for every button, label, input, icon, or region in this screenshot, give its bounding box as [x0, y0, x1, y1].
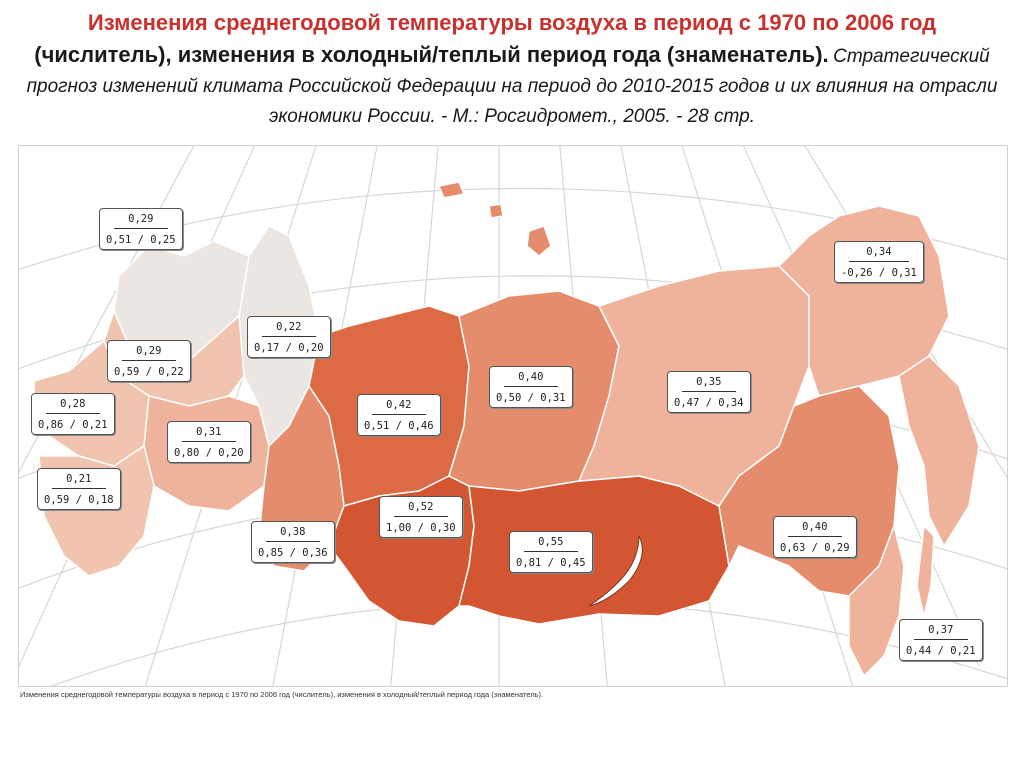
label-denominator: 0,51 / 0,25: [106, 234, 176, 246]
label-numerator: 0,52: [394, 501, 448, 517]
label-volga-ural: 0,38 0,85 / 0,36: [251, 521, 335, 563]
label-chukotka: 0,34 -0,26 / 0,31: [834, 241, 924, 283]
label-numerator: 0,55: [524, 536, 578, 552]
region-south: [38, 444, 155, 577]
label-numerator: 0,38: [266, 526, 320, 542]
label-center: 0,31 0,80 / 0,20: [167, 421, 251, 463]
region-sakhalin: [916, 524, 935, 617]
label-amur: 0,40 0,63 / 0,29: [773, 516, 857, 558]
label-krasnoyarsk-north: 0,40 0,50 / 0,31: [489, 366, 573, 408]
label-ural-north: 0,42 0,51 / 0,46: [357, 394, 441, 436]
map: 0,29 0,51 / 0,25 0,22 0,17 / 0,20 0,29 0…: [18, 145, 1008, 687]
label-numerator: 0,21: [52, 473, 106, 489]
label-primorye: 0,37 0,44 / 0,21: [899, 619, 983, 661]
region-east-siberia-south: [458, 475, 730, 625]
label-denominator: 0,51 / 0,46: [364, 420, 434, 432]
title-line-2: (числитель), изменения в холодный/теплый…: [34, 42, 829, 67]
region-islands: [437, 181, 552, 257]
label-denominator: 0,81 / 0,45: [516, 557, 586, 569]
label-denominator: 0,85 / 0,36: [258, 547, 328, 559]
label-denominator: 0,17 / 0,20: [254, 342, 324, 354]
source-citation: Стратегический прогноз изменений климата…: [26, 46, 998, 127]
lake-baikal: [588, 535, 643, 607]
label-denominator: 0,50 / 0,31: [496, 392, 566, 404]
lakes: [588, 535, 643, 607]
label-numerator: 0,34: [849, 246, 909, 262]
label-denominator: 0,86 / 0,21: [38, 419, 108, 431]
label-denominator: 0,59 / 0,18: [44, 494, 114, 506]
label-denominator: 0,59 / 0,22: [114, 366, 184, 378]
label-denominator: 0,80 / 0,20: [174, 447, 244, 459]
region-kamchatka: [898, 355, 980, 548]
title-line-1: Изменения среднегодовой температуры возд…: [87, 10, 937, 35]
label-numerator: 0,42: [372, 399, 426, 415]
label-numerator: 0,40: [504, 371, 558, 387]
map-caption: Изменения среднегодовой температуры возд…: [20, 690, 544, 699]
label-denominator: 0,63 / 0,29: [780, 542, 850, 554]
label-nw-coast: 0,29 0,51 / 0,25: [99, 208, 183, 250]
label-denominator: -0,26 / 0,31: [841, 267, 917, 279]
label-numerator: 0,29: [122, 345, 176, 361]
label-numerator: 0,29: [114, 213, 168, 229]
label-numerator: 0,22: [262, 321, 316, 337]
label-west: 0,28 0,86 / 0,21: [31, 393, 115, 435]
label-center-north: 0,29 0,59 / 0,22: [107, 340, 191, 382]
label-numerator: 0,31: [182, 426, 236, 442]
label-south: 0,21 0,59 / 0,18: [37, 468, 121, 510]
label-numerator: 0,40: [788, 521, 842, 537]
label-numerator: 0,28: [46, 398, 100, 414]
label-east-siberia-south: 0,55 0,81 / 0,45: [509, 531, 593, 573]
label-denominator: 0,44 / 0,21: [906, 645, 976, 657]
label-numerator: 0,37: [914, 624, 968, 640]
region-primorye: [848, 523, 905, 678]
label-west-siberia: 0,52 1,00 / 0,30: [379, 496, 463, 538]
label-denominator: 0,47 / 0,34: [674, 397, 744, 409]
header: Изменения среднегодовой температуры возд…: [12, 8, 1012, 132]
label-yakutia: 0,35 0,47 / 0,34: [667, 371, 751, 413]
label-denominator: 1,00 / 0,30: [386, 522, 456, 534]
label-numerator: 0,35: [682, 376, 736, 392]
label-north-west: 0,22 0,17 / 0,20: [247, 316, 331, 358]
